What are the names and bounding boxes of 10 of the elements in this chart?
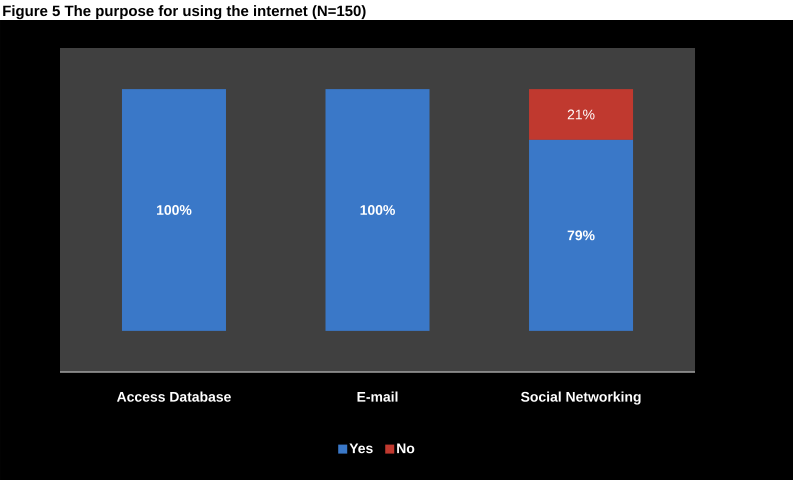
legend-label: Yes [349,444,373,454]
data-label: 21% [568,110,594,120]
data-label: 100% [157,205,192,215]
x-tick-label: E-mail [358,392,398,402]
x-tick-label: Access Database [116,392,231,402]
x-tick-label: Social Networking [520,392,641,405]
data-label: 100% [360,205,395,215]
chart-title: Figure 5 The purpose for using the internet (N=150) [3,5,366,20]
data-label: 79% [568,230,595,240]
legend-label: No [397,444,414,454]
